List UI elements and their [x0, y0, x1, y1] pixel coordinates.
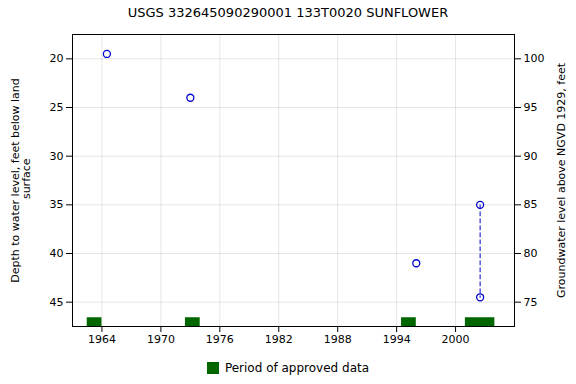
svg-text:75: 75	[524, 296, 538, 309]
svg-text:1994: 1994	[383, 333, 411, 346]
svg-text:1988: 1988	[324, 333, 352, 346]
svg-text:25: 25	[50, 101, 64, 114]
svg-text:85: 85	[524, 198, 538, 211]
html-text:Period of approved data: Period of approved data	[224, 361, 370, 375]
svg-text:90: 90	[524, 150, 538, 163]
svg-text:20: 20	[50, 52, 64, 65]
svg-text:80: 80	[524, 247, 538, 260]
svg-text:Depth to water level, feet bel: Depth to water level, feet below land su…	[9, 78, 33, 283]
svg-text:100: 100	[524, 52, 545, 65]
svg-text:95: 95	[524, 101, 538, 114]
svg-text:1964: 1964	[88, 333, 116, 346]
html-text:USGS 332645090290001 133T0020: USGS 332645090290001 133T0020 SUNFLOWER	[127, 5, 449, 20]
svg-text:2000: 2000	[442, 333, 470, 346]
svg-text:35: 35	[50, 198, 64, 211]
svg-text:1982: 1982	[265, 333, 293, 346]
svg-text:1976: 1976	[206, 333, 234, 346]
svg-text:40: 40	[50, 247, 64, 260]
svg-text:Groundwater level above NGVD 1: Groundwater level above NGVD 1929, feet	[555, 62, 568, 298]
svg-text:30: 30	[50, 150, 64, 163]
svg-text:1970: 1970	[147, 333, 175, 346]
svg-text:45: 45	[50, 296, 64, 309]
